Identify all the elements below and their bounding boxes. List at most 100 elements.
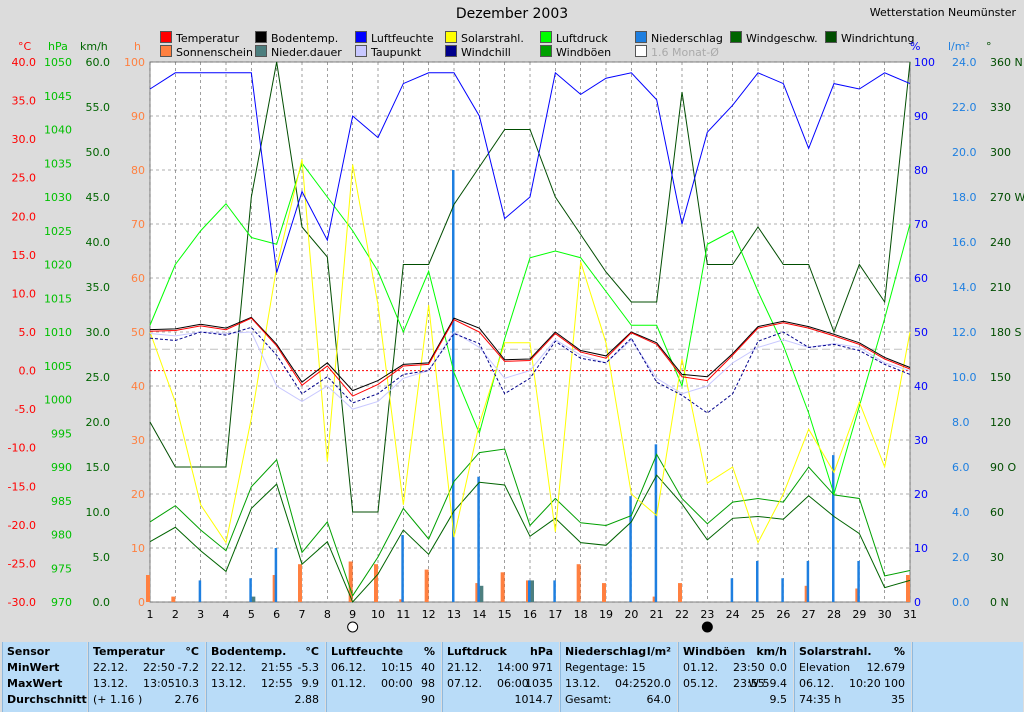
bar-sonnenschein — [500, 572, 505, 602]
stats-row: 01.12. 00:00 98 — [331, 676, 435, 692]
axis-tick-label: 18.0 — [952, 191, 977, 204]
unit-lm2: l/m² — [948, 40, 970, 53]
x-tick-label: 19 — [599, 608, 613, 621]
legend-label: Taupunkt — [371, 46, 422, 59]
series-windben — [149, 448, 911, 597]
axis-tick-label: 90 O — [990, 461, 1016, 474]
cell-value: -7.2 — [177, 661, 199, 674]
cell-value: 40 — [421, 661, 435, 674]
axis-tick-label: 22.0 — [952, 101, 977, 114]
axis-tick-label: -20.0 — [8, 519, 36, 532]
cell-label: Windböen — [683, 645, 746, 658]
stats-header: Niederschlag l/m² — [565, 644, 671, 660]
axis-tick-label: 10.0 — [12, 287, 37, 300]
bar-sonnenschein — [678, 583, 682, 602]
bar-sonnenschein — [171, 596, 176, 602]
axis-tick-label: 80 — [914, 164, 928, 177]
weather-chart: 40.035.030.025.020.015.010.05.00.0-5.0-1… — [8, 56, 1024, 633]
cell-time: 06:00 — [497, 677, 529, 690]
legend-label: Windchill — [461, 46, 511, 59]
x-tick-label: 13 — [447, 608, 461, 621]
legend-swatch — [540, 31, 552, 43]
stats-row: 21.12. 14:00 971 — [447, 660, 553, 676]
legend-label: Luftdruck — [556, 32, 608, 45]
cell-value: 100 — [884, 677, 905, 690]
stats-row: 22.12. 22:50 -7.2 — [93, 660, 199, 676]
axis-tick-label: 50 — [914, 326, 928, 339]
axis-tick-label: 1045 — [44, 90, 72, 103]
unit-hours: h — [134, 40, 141, 53]
bar-sonnenschein — [374, 564, 378, 602]
x-tick-label: 27 — [802, 608, 816, 621]
legend-label: Luftfeuchte — [371, 32, 434, 45]
bar-niederschlag — [832, 455, 835, 602]
axis-tick-label: 0.0 — [93, 596, 111, 609]
unit-hpa: hPa — [48, 40, 68, 53]
axis-tick-label: 24.0 — [952, 56, 977, 69]
axis-tick-label: 0.0 — [19, 365, 37, 378]
cell-label: Luftfeuchte — [331, 645, 404, 658]
axis-tick-label: 180 S — [990, 326, 1021, 339]
x-tick-label: 4 — [223, 608, 230, 621]
legend-swatch — [635, 31, 647, 43]
axis-tick-label: 15.0 — [86, 461, 111, 474]
axis-tick-label: 10 — [131, 542, 145, 555]
legend-item: Luftdruck — [540, 31, 608, 45]
bar-niederschlag — [553, 580, 556, 602]
x-tick-label: 7 — [299, 608, 306, 621]
stats-column: Niederschlag l/m² Regentage: 15 13.12. 04:25… — [560, 642, 677, 712]
bar-niederschlag — [654, 444, 658, 602]
axis-tick-label: 55.0 — [86, 101, 111, 114]
cell-value: 35 — [891, 693, 905, 706]
bar-niederschlag — [756, 560, 759, 602]
bar-niederschlag — [528, 580, 531, 602]
cell-time: 23:50 — [733, 661, 765, 674]
axis-tick-label: 1035 — [44, 157, 72, 170]
legend-swatch — [825, 31, 837, 43]
axis-tick-label: 1005 — [44, 360, 72, 373]
axis-tick-label: 270 W — [990, 191, 1024, 204]
cell-value: 0.0 — [769, 661, 788, 674]
x-tick-label: 20 — [624, 608, 638, 621]
legend-swatch — [445, 31, 457, 43]
axis-tick-label: 30 — [131, 434, 145, 447]
x-tick-label: 9 — [349, 608, 356, 621]
legend-item: Windrichtung — [825, 31, 914, 45]
axis-tick-label: 975 — [51, 562, 72, 575]
series-solarstrahl — [149, 159, 911, 544]
axis-tick-label: 70 — [131, 218, 145, 231]
cell-time: 04:25 — [615, 677, 647, 690]
cell-value: °C — [305, 645, 319, 658]
x-tick-label: 28 — [827, 608, 841, 621]
cell-value: 12.679 — [866, 661, 906, 674]
cell-value: 1035 — [525, 677, 553, 690]
cell-label: (+ 1.16 ) — [93, 693, 143, 706]
bar-niederschlag — [274, 548, 278, 602]
axis-tick-label: -30.0 — [8, 596, 36, 609]
stats-row: 2.88 — [211, 692, 320, 708]
cell-value: % — [893, 645, 905, 658]
series-windchill — [149, 326, 911, 414]
cell-value: 2.76 — [174, 693, 200, 706]
axis-tick-label: -5.0 — [15, 403, 36, 416]
axis-tick-label: 995 — [51, 427, 72, 440]
axis-tick-label: 20.0 — [12, 210, 37, 223]
series-luftfeuchte — [149, 71, 911, 273]
station-name: Wetterstation Neumünster — [869, 6, 1016, 19]
axis-tick-label: 40.0 — [86, 236, 111, 249]
bar-sonnenschein — [424, 569, 429, 602]
x-tick-label: 26 — [776, 608, 790, 621]
cell-time: 13:05 — [143, 677, 175, 690]
axis-tick-label: 985 — [51, 495, 72, 508]
stats-row: Regentage: 15 — [565, 660, 671, 676]
legend-label: Niederschlag — [651, 32, 723, 45]
cell-value: km/h — [756, 645, 787, 658]
cell-label: Bodentemp. — [211, 645, 287, 658]
cell-value: 64.0 — [646, 693, 672, 706]
legend-label: Windböen — [556, 46, 612, 59]
x-tick-label: 25 — [751, 608, 765, 621]
bar-sonnenschein — [602, 583, 606, 602]
unit-deg: ° — [986, 40, 992, 53]
axis-tick-label: 10.0 — [952, 371, 977, 384]
axis-tick-label: 90 — [131, 110, 145, 123]
